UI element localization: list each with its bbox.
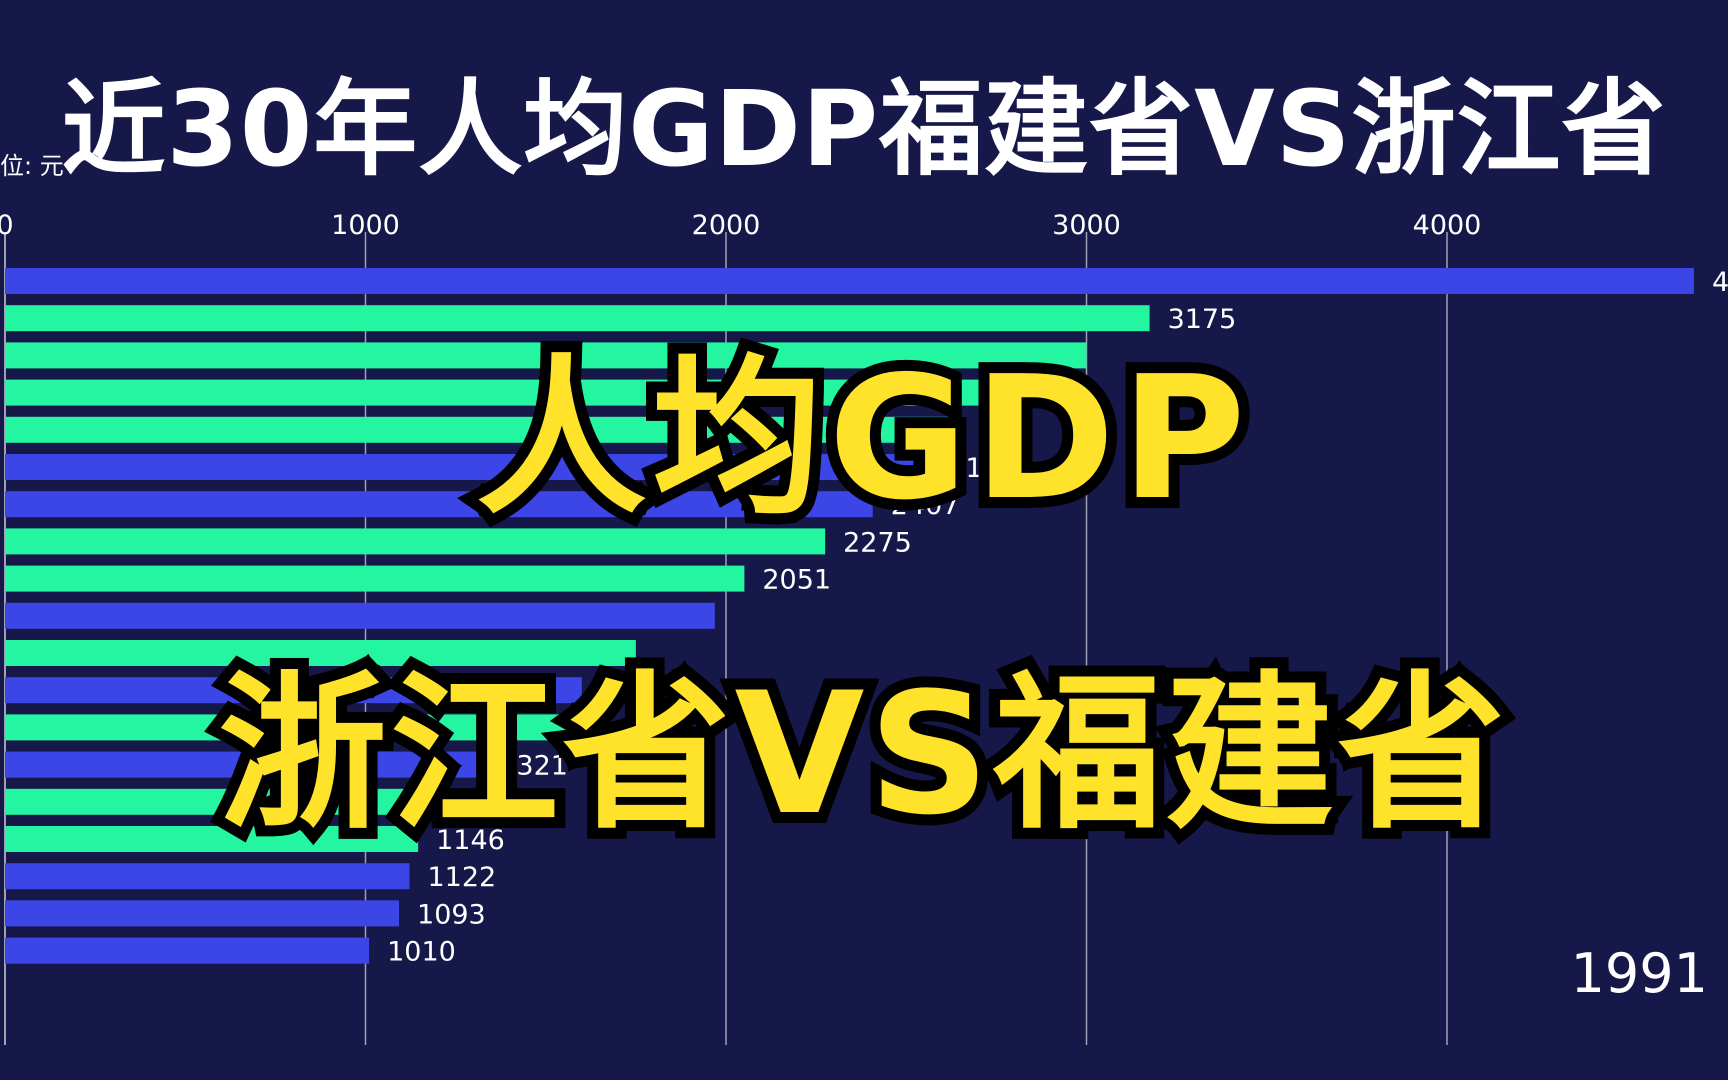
x-tick-label-3000: 3000 xyxy=(1052,210,1121,241)
unit-label: 位: 元 xyxy=(0,152,64,180)
bar-1 xyxy=(5,305,1150,332)
bar-value-label-0: 46 xyxy=(1712,267,1728,298)
bar-4 xyxy=(5,416,950,443)
bar-11 xyxy=(5,677,582,704)
overlay-headline-gdp: 人均GDP xyxy=(465,329,1256,549)
year-label: 1991 xyxy=(1570,942,1708,1005)
bar-value-label-17: 1093 xyxy=(417,899,486,930)
bar-3 xyxy=(5,379,1051,406)
bar-10 xyxy=(5,640,636,666)
bar-0 xyxy=(5,268,1694,294)
x-tick-label-2000: 2000 xyxy=(692,210,761,241)
bar-value-label-15: 1146 xyxy=(436,825,505,856)
bar-18 xyxy=(5,937,370,964)
bar-value-label-8: 2051 xyxy=(762,565,831,596)
bar-17 xyxy=(5,900,400,927)
x-tick-label-4000: 4000 xyxy=(1413,210,1482,241)
bar-value-label-18: 1010 xyxy=(387,937,456,968)
bar-value-label-16: 1122 xyxy=(427,862,496,893)
bar-value-label-13: 1321 xyxy=(499,751,568,782)
bar-9 xyxy=(5,602,715,629)
bar-5 xyxy=(5,454,914,480)
bar-value-label-6: 2407 xyxy=(891,490,960,521)
bar-12 xyxy=(5,714,575,741)
bar-15 xyxy=(5,826,419,852)
bar-value-label-7: 2275 xyxy=(843,527,912,558)
bar-value-label-14: 1202 xyxy=(456,788,525,819)
bar-value-label-5: 2519 xyxy=(931,453,1000,484)
bar-value-label-1: 3175 xyxy=(1168,304,1237,335)
x-tick-label-1000: 1000 xyxy=(331,210,400,241)
chart-title: 近30年人均GDP福建省VS浙江省 xyxy=(61,68,1667,190)
x-tick-label-0: 0 xyxy=(0,210,14,241)
bar-14 xyxy=(5,788,439,815)
bar-7 xyxy=(5,528,826,555)
bar-16 xyxy=(5,863,410,890)
bar-2 xyxy=(5,342,1087,369)
bar-8 xyxy=(5,565,745,592)
bar-6 xyxy=(5,491,873,518)
bar-13 xyxy=(5,751,482,778)
overlay-headline-provinces: 浙江省VS福建省 xyxy=(207,645,1516,863)
